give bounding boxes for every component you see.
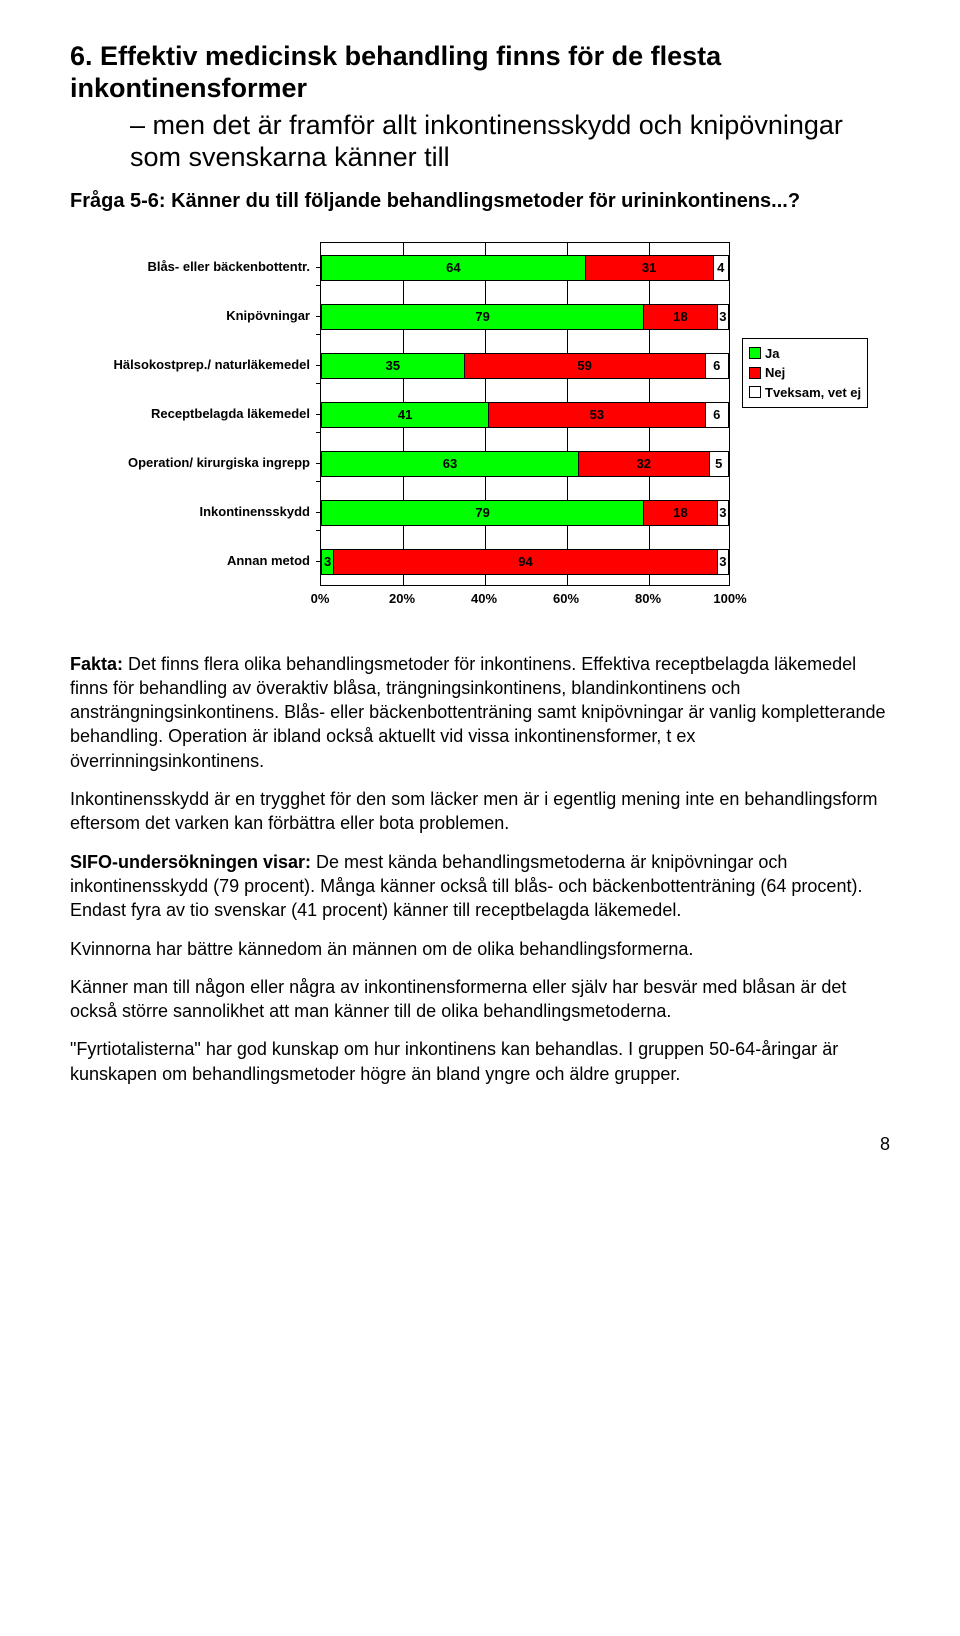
bar-segment: 79 [321,500,643,526]
fakta-label: Fakta: [70,654,123,674]
legend-label: Tveksam, vet ej [765,384,861,402]
chart-legend: JaNej Tveksam, vet ej [742,338,868,409]
category-label: Inkontinensskydd [70,505,310,519]
bar-row: 79183 [321,304,729,330]
sifo-label: SIFO-undersökningen visar: [70,852,311,872]
legend-label: Ja [765,345,779,363]
category-label: Operation/ kirurgiska ingrepp [70,456,310,470]
bar-segment: 3 [717,500,729,526]
paragraph-2: Inkontinensskydd är en trygghet för den … [70,787,890,836]
question-text: Fråga 5-6: Känner du till följande behan… [70,188,890,214]
category-label: Receptbelagda läkemedel [70,407,310,421]
paragraph-6: "Fyrtiotalisterna" har god kunskap om hu… [70,1037,890,1086]
legend-label: Nej [765,364,785,382]
legend-swatch [749,367,761,379]
bar-segment: 59 [464,353,705,379]
fakta-paragraph: Fakta: Det finns flera olika behandlings… [70,652,890,773]
x-axis-label: 20% [377,590,427,608]
bar-segment: 41 [321,402,488,428]
bar-row: 64314 [321,255,729,281]
bar-segment: 4 [713,255,729,281]
bar-segment: 3 [321,549,333,575]
bar-segment: 32 [578,451,709,477]
section-heading: 6. Effektiv medicinsk behandling finns f… [70,40,890,105]
x-axis-label: 100% [705,590,755,608]
treatment-awareness-chart: 6431479183355964153663325791833943 JaNej… [70,242,890,622]
x-axis-label: 60% [541,590,591,608]
legend-item: Nej [749,364,861,382]
bar-segment: 79 [321,304,643,330]
bar-row: 41536 [321,402,729,428]
x-axis-label: 40% [459,590,509,608]
page-number: 8 [70,1132,890,1156]
bar-segment: 3 [717,549,729,575]
bar-segment: 6 [705,353,729,379]
x-axis-label: 0% [295,590,345,608]
category-label: Hälsokostprep./ naturläkemedel [70,358,310,372]
bar-segment: 18 [643,304,716,330]
bar-segment: 63 [321,451,578,477]
bar-segment: 64 [321,255,585,281]
section-subheading: – men det är framför allt inkontinenssky… [70,109,890,174]
legend-swatch [749,347,761,359]
category-label: Knipövningar [70,309,310,323]
bar-segment: 35 [321,353,464,379]
bar-segment: 5 [709,451,729,477]
bar-segment: 6 [705,402,729,428]
category-label: Blås- eller bäckenbottentr. [70,260,310,274]
bar-segment: 94 [333,549,717,575]
fakta-text: Det finns flera olika behandlingsmetoder… [70,654,885,771]
bar-row: 35596 [321,353,729,379]
bar-segment: 53 [488,402,704,428]
bar-row: 3943 [321,549,729,575]
sifo-paragraph: SIFO-undersökningen visar: De mest kända… [70,850,890,923]
bar-segment: 3 [717,304,729,330]
legend-item: Ja [749,345,861,363]
category-label: Annan metod [70,554,310,568]
x-axis-label: 80% [623,590,673,608]
bar-segment: 31 [585,255,713,281]
paragraph-4: Kvinnorna har bättre kännedom än männen … [70,937,890,961]
legend-item: Tveksam, vet ej [749,384,861,402]
bar-row: 79183 [321,500,729,526]
paragraph-5: Känner man till någon eller några av ink… [70,975,890,1024]
legend-swatch [749,386,761,398]
bar-segment: 18 [643,500,716,526]
bar-row: 63325 [321,451,729,477]
